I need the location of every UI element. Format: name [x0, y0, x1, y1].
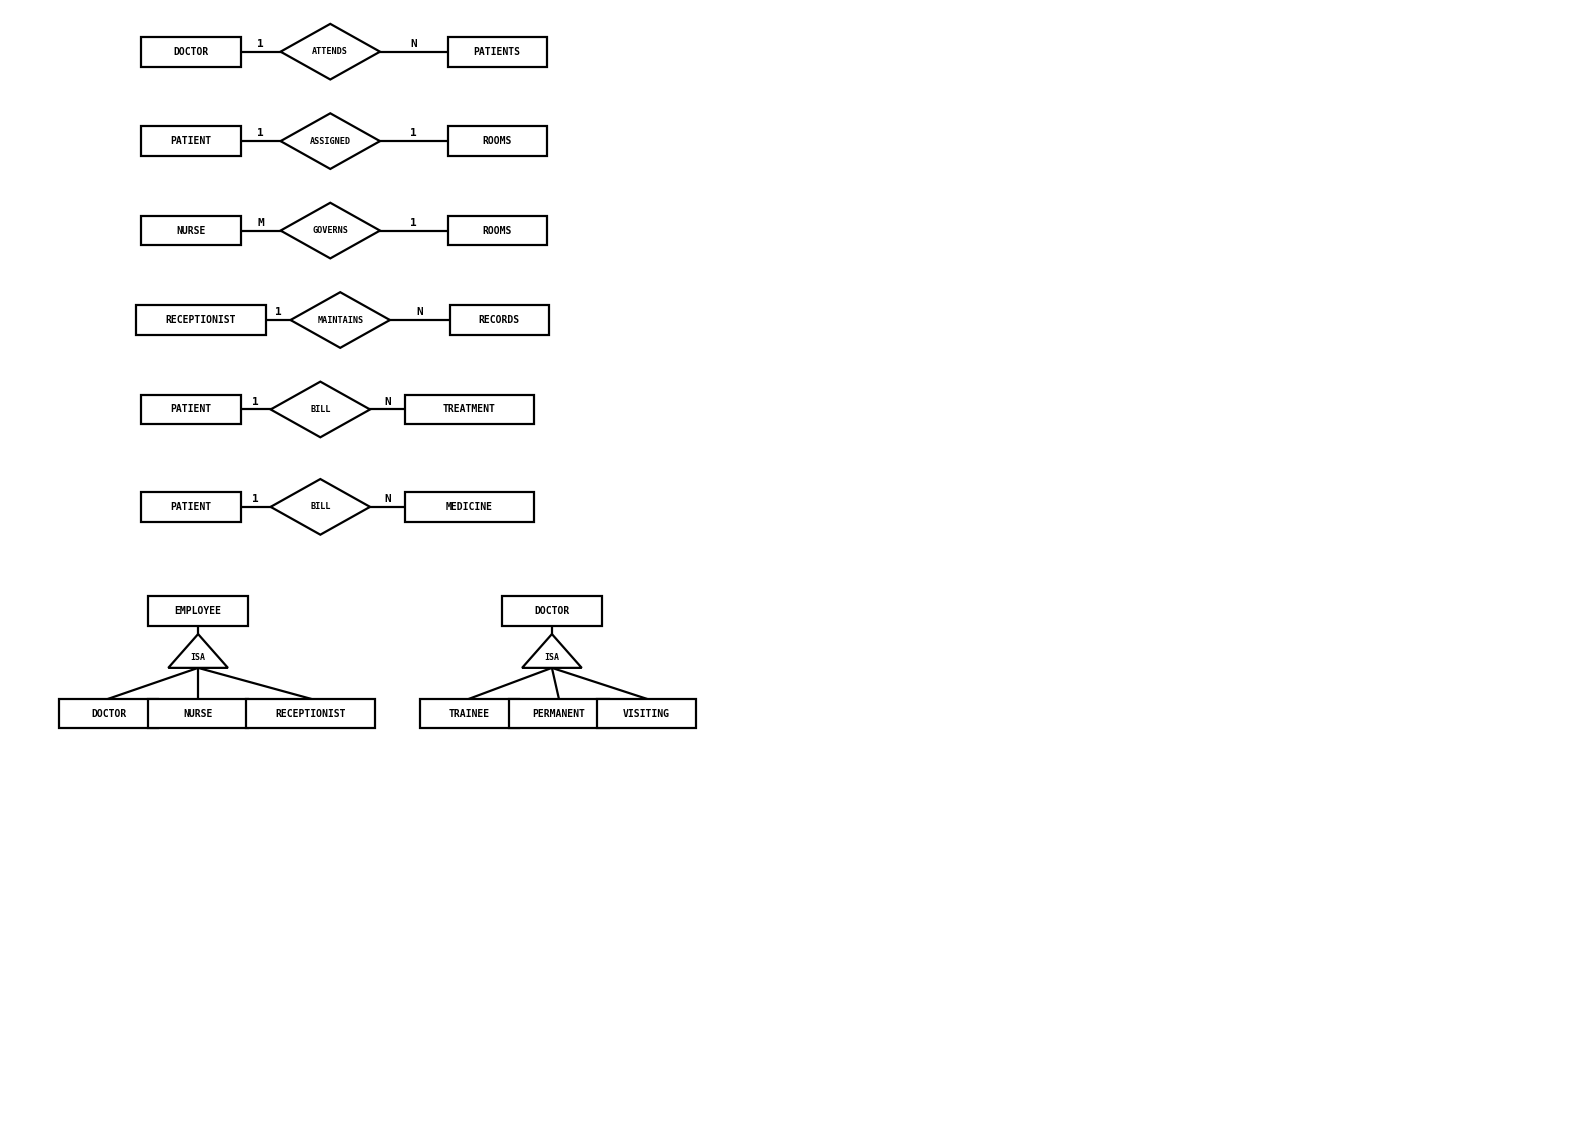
- Text: TREATMENT: TREATMENT: [443, 405, 496, 415]
- FancyBboxPatch shape: [148, 699, 247, 728]
- Text: BILL: BILL: [311, 503, 330, 512]
- FancyBboxPatch shape: [450, 306, 548, 335]
- FancyBboxPatch shape: [405, 394, 534, 424]
- Text: ASSIGNED: ASSIGNED: [309, 137, 351, 146]
- Polygon shape: [281, 113, 379, 169]
- Polygon shape: [271, 382, 370, 438]
- Text: ATTENDS: ATTENDS: [312, 47, 347, 56]
- Text: MAINTAINS: MAINTAINS: [317, 316, 363, 325]
- FancyBboxPatch shape: [405, 492, 534, 522]
- Text: NURSE: NURSE: [177, 226, 206, 236]
- FancyBboxPatch shape: [142, 127, 241, 156]
- Polygon shape: [271, 479, 370, 535]
- Text: RECEPTIONIST: RECEPTIONIST: [166, 315, 236, 325]
- FancyBboxPatch shape: [448, 36, 547, 66]
- FancyBboxPatch shape: [448, 215, 547, 245]
- FancyBboxPatch shape: [142, 492, 241, 522]
- FancyBboxPatch shape: [137, 306, 266, 335]
- Polygon shape: [281, 24, 379, 80]
- Text: M: M: [257, 218, 265, 228]
- Text: ROOMS: ROOMS: [483, 136, 512, 146]
- Text: 1: 1: [257, 128, 265, 138]
- Text: N: N: [384, 397, 391, 407]
- FancyBboxPatch shape: [245, 699, 375, 728]
- FancyBboxPatch shape: [142, 36, 241, 66]
- Text: N: N: [384, 494, 391, 504]
- Text: 1: 1: [410, 218, 418, 228]
- FancyBboxPatch shape: [59, 699, 158, 728]
- FancyBboxPatch shape: [508, 699, 609, 728]
- Text: RECEPTIONIST: RECEPTIONIST: [276, 709, 346, 718]
- Text: TRAINEE: TRAINEE: [450, 709, 489, 718]
- Polygon shape: [281, 203, 379, 259]
- FancyBboxPatch shape: [502, 596, 601, 626]
- FancyBboxPatch shape: [148, 596, 247, 626]
- Text: PATIENT: PATIENT: [171, 502, 212, 512]
- FancyBboxPatch shape: [419, 699, 520, 728]
- FancyBboxPatch shape: [596, 699, 697, 728]
- Text: PATIENTS: PATIENTS: [473, 47, 521, 57]
- Text: EMPLOYEE: EMPLOYEE: [175, 606, 222, 617]
- Text: 1: 1: [257, 39, 265, 49]
- Text: 1: 1: [274, 307, 282, 317]
- Text: DOCTOR: DOCTOR: [534, 606, 569, 617]
- Polygon shape: [523, 634, 582, 668]
- FancyBboxPatch shape: [142, 215, 241, 245]
- Text: N: N: [416, 307, 422, 317]
- Text: N: N: [410, 39, 418, 49]
- Text: GOVERNS: GOVERNS: [312, 226, 347, 235]
- Text: VISITING: VISITING: [623, 709, 669, 718]
- Text: PATIENT: PATIENT: [171, 136, 212, 146]
- Text: BILL: BILL: [311, 405, 330, 414]
- Text: ISA: ISA: [191, 653, 206, 662]
- Text: DOCTOR: DOCTOR: [91, 709, 126, 718]
- Text: 1: 1: [252, 397, 260, 407]
- Text: MEDICINE: MEDICINE: [446, 502, 493, 512]
- Text: 1: 1: [252, 494, 260, 504]
- Polygon shape: [169, 634, 228, 668]
- Text: RECORDS: RECORDS: [478, 315, 520, 325]
- Text: ROOMS: ROOMS: [483, 226, 512, 236]
- FancyBboxPatch shape: [142, 394, 241, 424]
- Text: PERMANENT: PERMANENT: [532, 709, 585, 718]
- Text: PATIENT: PATIENT: [171, 405, 212, 415]
- FancyBboxPatch shape: [448, 127, 547, 156]
- Text: ISA: ISA: [545, 653, 559, 662]
- Polygon shape: [290, 292, 391, 348]
- Text: NURSE: NURSE: [183, 709, 212, 718]
- Text: DOCTOR: DOCTOR: [174, 47, 209, 57]
- Text: 1: 1: [410, 128, 418, 138]
